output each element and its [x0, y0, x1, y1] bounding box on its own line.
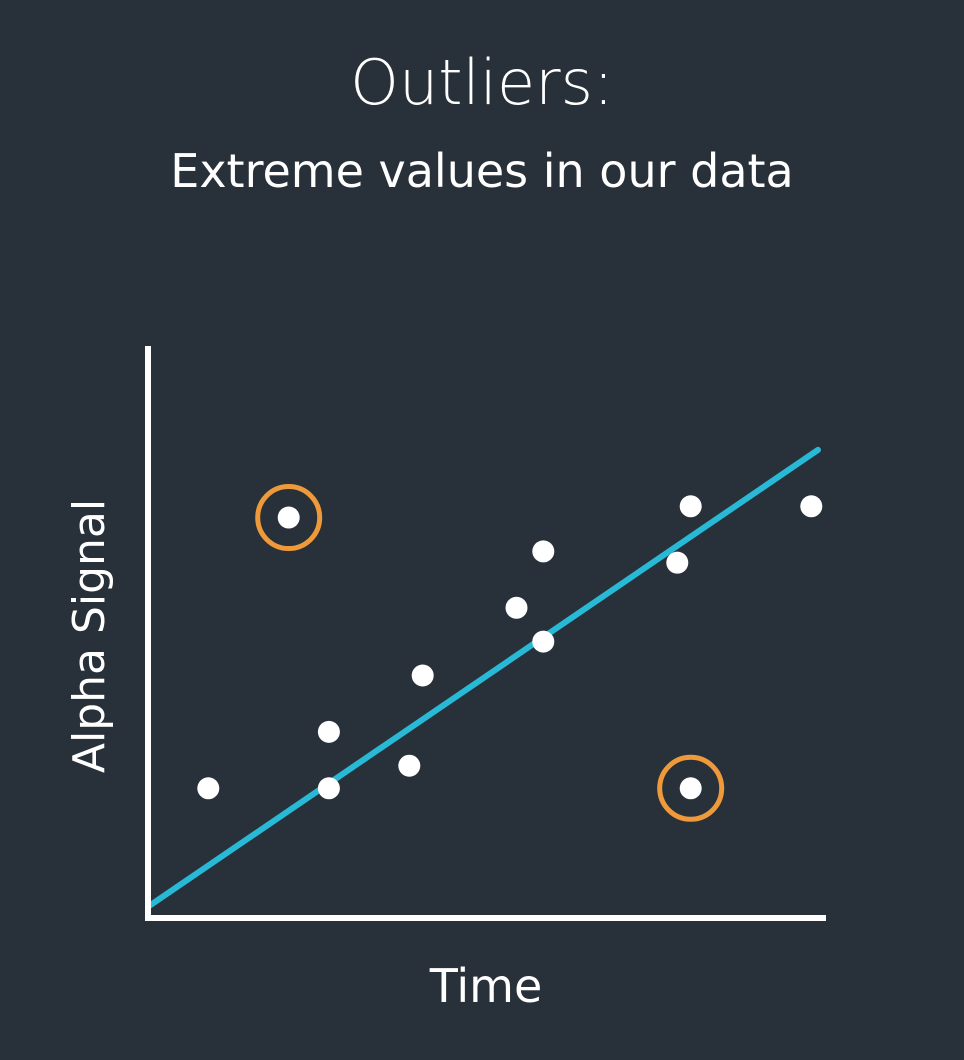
y-axis-label: Alpha Signal	[64, 499, 115, 773]
data-point	[532, 630, 555, 653]
outlier-ring	[255, 484, 323, 552]
outlier-point	[277, 506, 300, 529]
outlier-point	[679, 777, 702, 800]
data-point	[505, 596, 528, 619]
data-point	[398, 754, 421, 777]
data-point	[411, 664, 434, 687]
data-point	[666, 551, 689, 574]
trend-line	[145, 446, 821, 910]
outlier-ring	[657, 754, 725, 822]
chart-title: Outliers:	[350, 46, 614, 119]
data-point	[679, 495, 702, 518]
x-axis-label: Time	[429, 959, 543, 1013]
data-point	[800, 495, 823, 518]
chart-subtitle: Extreme values in our data	[170, 144, 794, 198]
data-point	[197, 777, 220, 800]
data-point	[317, 720, 340, 743]
data-point	[317, 777, 340, 800]
data-point	[532, 540, 555, 563]
